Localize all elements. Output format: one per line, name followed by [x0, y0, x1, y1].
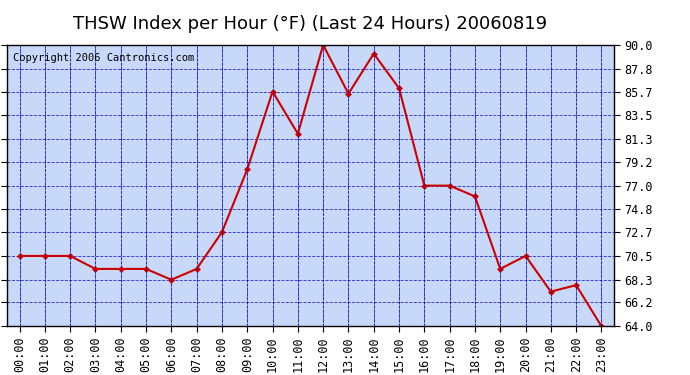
Text: Copyright 2006 Cantronics.com: Copyright 2006 Cantronics.com: [13, 54, 194, 63]
Text: THSW Index per Hour (°F) (Last 24 Hours) 20060819: THSW Index per Hour (°F) (Last 24 Hours)…: [73, 15, 548, 33]
